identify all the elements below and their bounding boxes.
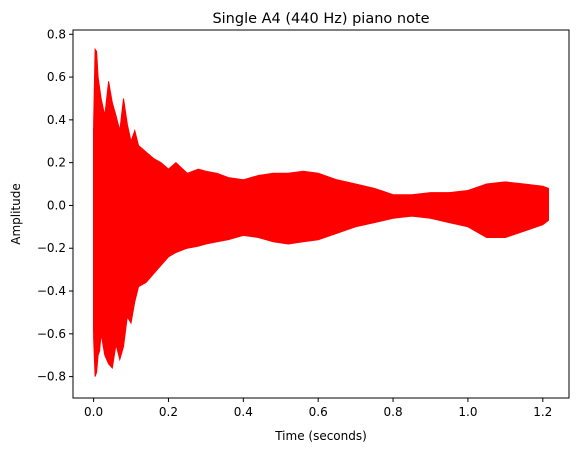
x-axis: 0.0 0.2 0.4 0.6 0.8 1.0 1.2 (84, 398, 552, 419)
y-tick-label: 0.2 (47, 156, 66, 170)
x-tick-label: 1.2 (533, 405, 552, 419)
y-axis-label: Amplitude (9, 183, 23, 245)
chart-title: Single A4 (440 Hz) piano note (212, 11, 429, 27)
x-tick-label: 0.6 (309, 405, 328, 419)
y-axis: −0.8 −0.6 −0.4 −0.2 0.0 0.2 0.4 0.6 0.8 (37, 27, 73, 384)
x-axis-label: Time (seconds) (274, 429, 367, 443)
x-tick-label: 0.8 (384, 405, 403, 419)
y-tick-label: −0.4 (37, 284, 66, 298)
plot-frame (72, 29, 570, 399)
y-tick-label: 0.6 (47, 70, 66, 84)
y-tick-label: 0.4 (47, 113, 66, 127)
y-tick-label: 0.8 (47, 27, 66, 41)
plot-area (92, 47, 550, 377)
waveform-spikes (92, 63, 550, 362)
x-tick-label: 0.4 (234, 405, 253, 419)
y-tick-label: −0.2 (37, 241, 66, 255)
y-tick-label: −0.8 (37, 370, 66, 384)
x-tick-label: 1.0 (458, 405, 477, 419)
x-tick-label: 0.0 (84, 405, 103, 419)
y-tick-label: 0.0 (47, 198, 66, 212)
x-tick-label: 0.2 (159, 405, 178, 419)
y-tick-label: −0.6 (37, 327, 66, 341)
